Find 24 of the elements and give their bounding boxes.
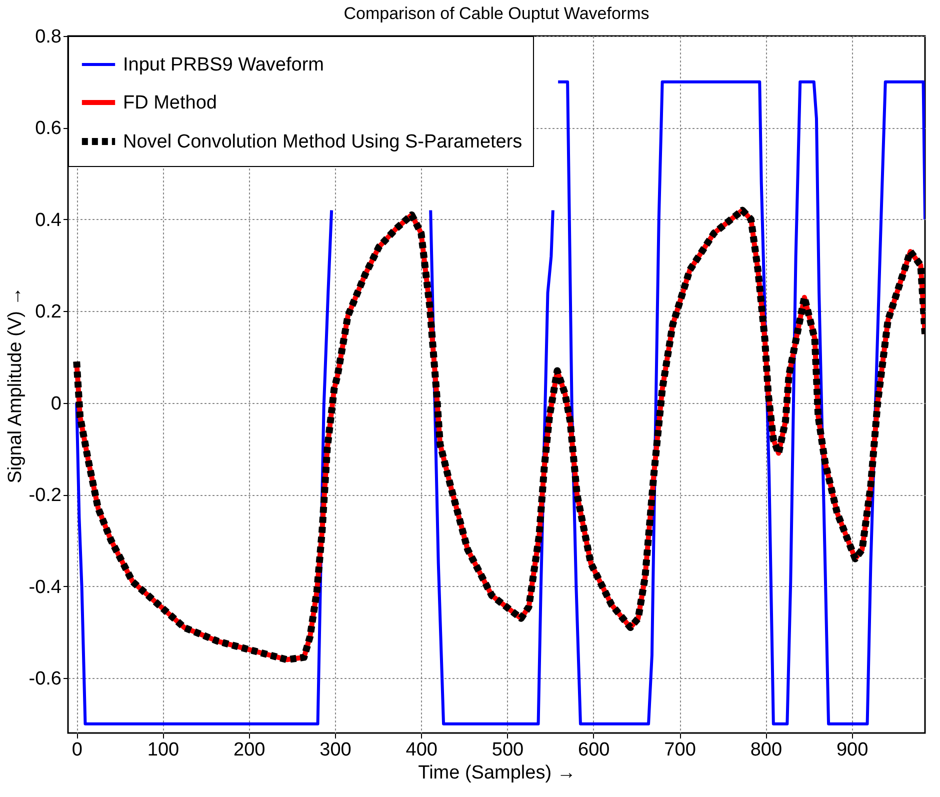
x-tick-label: 600: [578, 740, 610, 760]
legend-label: Novel Convolution Method Using S-Parameters: [123, 132, 522, 152]
y-tick-label: 0.8: [35, 26, 62, 48]
chart-title: Comparison of Cable Ouptut Waveforms: [344, 4, 650, 23]
legend-label: Input PRBS9 Waveform: [123, 54, 324, 76]
y-tick-label: 0: [50, 393, 62, 414]
y-tick-label: -0.2: [28, 485, 62, 506]
x-tick-label: 0: [72, 740, 82, 760]
y-tick-label: 0.6: [35, 118, 62, 140]
x-tick-label: 300: [320, 740, 352, 760]
y-tick-label: 0.2: [35, 302, 62, 323]
x-tick-label: 700: [664, 740, 696, 760]
y-axis-title: Signal Amplitude (V) →: [4, 286, 26, 484]
x-tick-label: 900: [836, 740, 868, 760]
y-tick-label: -0.6: [28, 668, 62, 690]
y-tick-label: 0.4: [35, 210, 62, 231]
x-tick-label: 100: [147, 740, 180, 760]
x-tick-label: 800: [750, 740, 782, 760]
x-tick-label: 400: [406, 740, 438, 760]
y-tick-label: -0.4: [28, 576, 62, 598]
legend-label: FD Method: [123, 92, 217, 114]
x-tick-label: 500: [492, 740, 524, 760]
x-axis-title: Time (Samples) →: [418, 762, 576, 784]
x-tick-label: 200: [234, 740, 266, 760]
